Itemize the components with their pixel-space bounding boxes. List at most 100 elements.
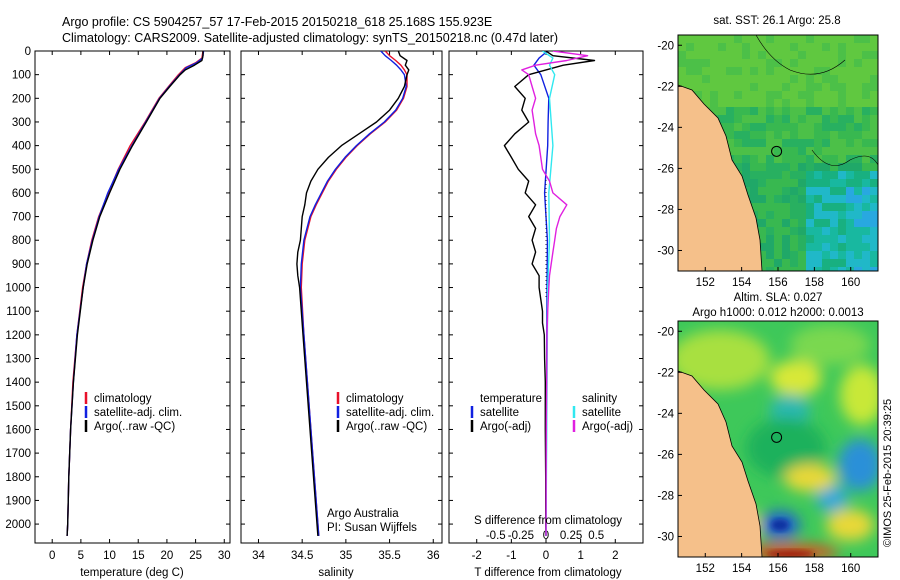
sst-pixel <box>854 179 862 187</box>
sst-pixel <box>798 91 806 99</box>
sst-pixel <box>830 67 838 75</box>
sst-pixel <box>870 235 878 243</box>
sst-pixel <box>806 259 814 267</box>
sst-pixel <box>766 227 774 235</box>
sst-pixel <box>774 195 782 203</box>
sst-pixel <box>790 203 798 211</box>
sst-pixel <box>678 51 686 59</box>
depth-tick-label: 800 <box>12 235 31 247</box>
sst-pixel <box>758 243 766 251</box>
sst-pixel <box>838 147 846 155</box>
depth-tick-label: 1700 <box>5 448 31 460</box>
depth-tick-label: 500 <box>12 164 31 176</box>
sst-pixel <box>766 107 774 115</box>
sst-pixel <box>870 59 878 67</box>
sst-pixel <box>702 59 710 67</box>
sst-pixel <box>814 139 822 147</box>
sst-pixel <box>742 155 750 163</box>
sst-pixel <box>758 35 766 43</box>
sst-pixel <box>782 59 790 67</box>
sst-pixel <box>798 195 806 203</box>
sst-pixel <box>838 211 846 219</box>
pi-note: PI: Susan Wijffels <box>327 522 417 534</box>
legend-salinity-title: salinity <box>582 393 617 405</box>
sst-pixel <box>758 219 766 227</box>
sst-pixel <box>822 43 830 51</box>
sla-blob <box>770 394 810 426</box>
sst-pixel <box>814 67 822 75</box>
sst-pixel <box>814 83 822 91</box>
sst-pixel <box>718 43 726 51</box>
sst-pixel <box>726 51 734 59</box>
sst-pixel <box>830 155 838 163</box>
sst-pixel <box>734 35 742 43</box>
sst-pixel <box>790 99 798 107</box>
sst-pixel <box>862 43 870 51</box>
sst-pixel <box>806 75 814 83</box>
sst-pixel <box>766 195 774 203</box>
sst-pixel <box>814 171 822 179</box>
sst-pixel <box>862 155 870 163</box>
sst-pixel <box>750 99 758 107</box>
difference-series-temperature-satellite <box>533 51 550 536</box>
sst-pixel <box>782 227 790 235</box>
sst-pixel <box>870 267 878 271</box>
sst-pixel <box>822 211 830 219</box>
sst-pixel <box>806 187 814 195</box>
sst-pixel <box>686 67 694 75</box>
map-lat-tick-label: -20 <box>657 326 674 338</box>
sst-pixel <box>862 147 870 155</box>
map-lon-tick-label: 158 <box>805 277 824 289</box>
sst-pixel <box>758 147 766 155</box>
legend-t-argo-label: Argo(-adj) <box>480 421 531 433</box>
depth-tick-label: 1800 <box>5 472 31 484</box>
sst-pixel <box>782 107 790 115</box>
sst-pixel <box>790 163 798 171</box>
sst-pixel <box>822 115 830 123</box>
sst-pixel <box>758 251 766 259</box>
sst-pixel <box>710 83 718 91</box>
map-lon-tick-label: 160 <box>841 563 860 575</box>
sst-pixel <box>798 171 806 179</box>
sst-pixel <box>758 67 766 75</box>
sst-pixel <box>790 123 798 131</box>
sst-pixel <box>854 123 862 131</box>
sst-pixel <box>726 75 734 83</box>
sst-pixel <box>790 131 798 139</box>
sst-pixel <box>798 51 806 59</box>
map-lat-tick-label: -24 <box>657 408 674 420</box>
depth-tick-label: 1100 <box>6 306 31 318</box>
sst-pixel <box>814 195 822 203</box>
sst-pixel <box>870 155 878 163</box>
sst-pixel <box>830 123 838 131</box>
legend-temperature-title: temperature <box>480 393 542 405</box>
sst-pixel <box>862 35 870 43</box>
sst-pixel <box>862 67 870 75</box>
sst-pixel <box>814 147 822 155</box>
sst-pixel <box>774 227 782 235</box>
sst-pixel <box>854 43 862 51</box>
depth-tick-label: 1900 <box>5 495 31 507</box>
sla-blob <box>816 484 848 512</box>
sst-pixel <box>790 179 798 187</box>
temperature-series-satellite-adj-clim- <box>66 51 205 536</box>
sst-pixel <box>806 227 814 235</box>
sst-pixel <box>718 59 726 67</box>
sst-pixel <box>774 259 782 267</box>
sst-pixel <box>782 219 790 227</box>
sst-pixel <box>862 171 870 179</box>
sst-pixel <box>750 147 758 155</box>
sst-pixel <box>782 243 790 251</box>
sst-pixel <box>854 107 862 115</box>
sst-pixel <box>822 203 830 211</box>
sst-pixel <box>782 251 790 259</box>
sst-pixel <box>758 91 766 99</box>
sst-pixel <box>822 59 830 67</box>
sst-pixel <box>774 75 782 83</box>
sst-pixel <box>766 59 774 67</box>
sst-pixel <box>694 35 702 43</box>
sst-pixel <box>742 115 750 123</box>
sst-pixel <box>774 251 782 259</box>
sst-pixel <box>870 99 878 107</box>
sst-pixel <box>846 179 854 187</box>
